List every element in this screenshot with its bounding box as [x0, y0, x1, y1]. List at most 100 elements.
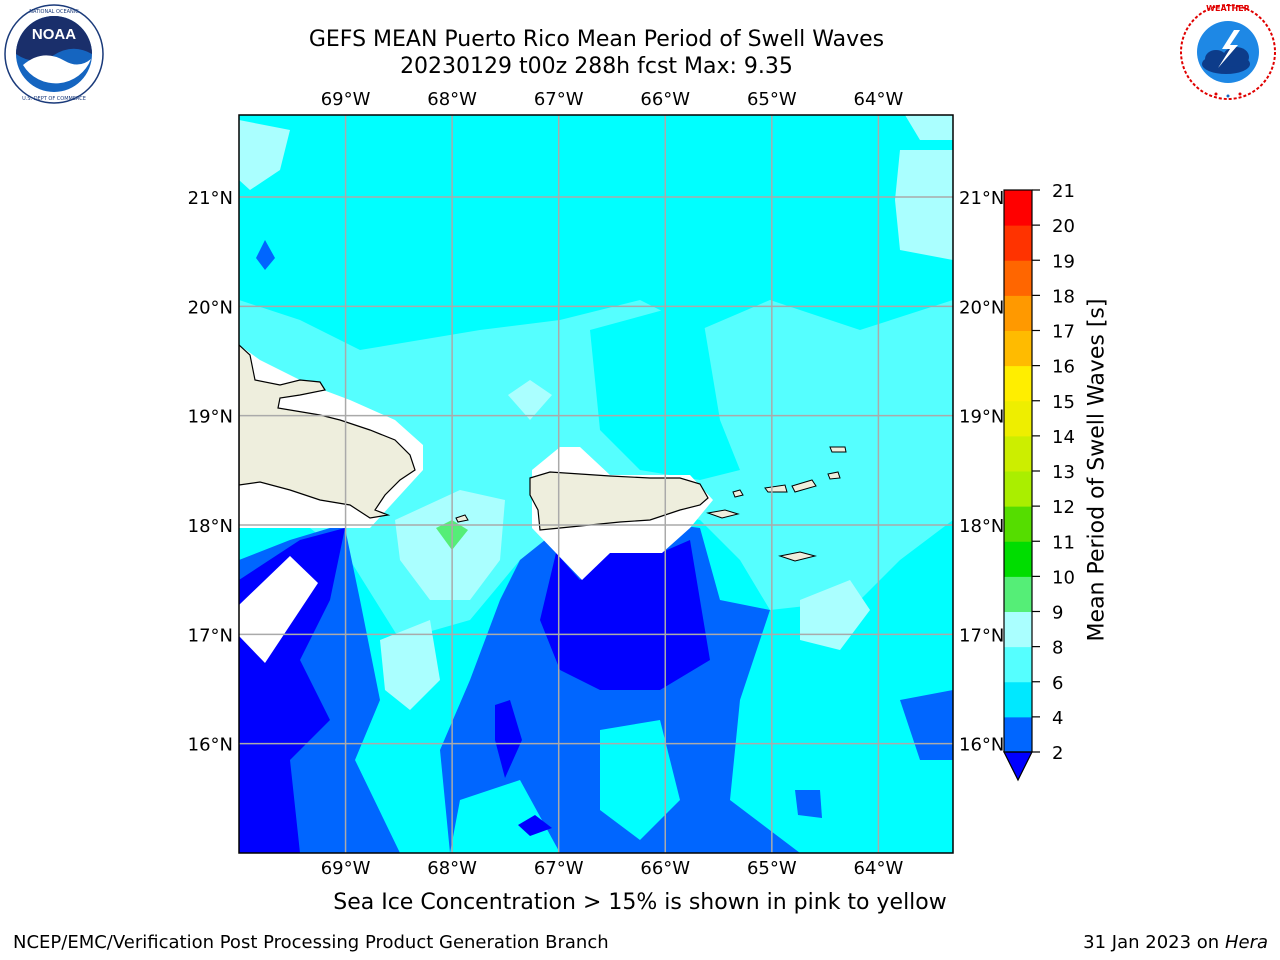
- colorbar-band: [1004, 506, 1032, 542]
- colorbar-band: [1004, 190, 1032, 226]
- colorbar-band: [1004, 576, 1032, 612]
- band-2-4-patch: [795, 790, 822, 818]
- virgin-gorda-island: [827, 471, 841, 480]
- lon-label-top: 69°W: [321, 89, 371, 110]
- colorbar-tick-label: 8: [1052, 638, 1063, 659]
- colorbar-tick-label: 2: [1052, 743, 1063, 764]
- band-8-9-b: [895, 150, 953, 260]
- nws-logo: WEATHER: [1180, 4, 1276, 100]
- band-2-4-east: [900, 690, 953, 760]
- lat-label-right: 18°N: [959, 516, 1004, 537]
- st-thomas-island: [764, 484, 788, 493]
- anegada-island: [829, 446, 847, 453]
- colorbar-tick-label: 13: [1052, 462, 1075, 483]
- colorbar-band: [1004, 225, 1032, 261]
- colorbar-tick-label: 20: [1052, 216, 1075, 237]
- colorbar-tick-label: 14: [1052, 427, 1075, 448]
- lat-label-left: 19°N: [188, 407, 233, 428]
- band-under-2-central: [540, 540, 710, 690]
- colorbar-band: [1004, 435, 1032, 472]
- band-under-2-tiny: [518, 815, 552, 836]
- st-croix-island: [778, 551, 817, 562]
- band-8-9-f: [380, 620, 440, 710]
- band-8-9-a: [239, 120, 290, 190]
- noaa-logo-text: NOAA: [32, 26, 76, 43]
- colorbar-band: [1004, 471, 1032, 507]
- colorbar-tick-label: 15: [1052, 392, 1075, 413]
- lon-label-top: 68°W: [427, 89, 477, 110]
- lat-label-right: 17°N: [959, 625, 1004, 646]
- lat-label-left: 21°N: [188, 188, 233, 209]
- colorbar-tick-label: 12: [1052, 497, 1075, 518]
- lat-label-left: 20°N: [188, 297, 233, 318]
- colorbar-band: [1004, 716, 1032, 753]
- graticule: [239, 115, 953, 853]
- lat-label-right: 16°N: [959, 735, 1004, 756]
- culebra-island: [732, 489, 744, 498]
- lon-label-top: 65°W: [747, 89, 797, 110]
- footer-date: 31 Jan 2023 on Hera: [1083, 932, 1268, 953]
- lon-label-top: 67°W: [534, 89, 584, 110]
- lat-label-left: 18°N: [188, 516, 233, 537]
- lon-label-bottom: 64°W: [854, 858, 904, 879]
- missing-area-southwest: [239, 556, 318, 663]
- colorbar-band: [1004, 646, 1032, 683]
- st-john-island: [791, 479, 817, 493]
- mona-island: [455, 514, 469, 523]
- chart-subtitle: 20230129 t00z 288h fcst Max: 9.35: [400, 54, 793, 79]
- lon-label-bottom: 69°W: [321, 858, 371, 879]
- colorbar-label: Mean Period of Swell Waves [s]: [1084, 298, 1110, 642]
- band-8-9-g: [800, 580, 870, 650]
- colorbar-tick-label: 9: [1052, 603, 1063, 624]
- lon-label-bottom: 67°W: [534, 858, 584, 879]
- colorbar-tick-label: 18: [1052, 286, 1075, 307]
- colorbar-tick-label: 17: [1052, 322, 1075, 343]
- colorbar-band: [1004, 681, 1032, 718]
- band-8-9-c: [905, 115, 953, 140]
- lon-label-bottom: 65°W: [747, 858, 797, 879]
- band-2-4-north-spot: [256, 240, 275, 270]
- lat-label-left: 17°N: [188, 625, 233, 646]
- colorbar-under-arrow: [1003, 751, 1033, 782]
- plot-frame: [238, 114, 954, 854]
- colorbar-band: [1004, 541, 1032, 577]
- colorbar-tick-label: 6: [1052, 673, 1063, 694]
- axis-labels: 69°W 69°W 68°W 68°W 67°W 67°W 66°W 66°W 65°W 65°W…: [188, 89, 1005, 879]
- swell-field: [239, 115, 953, 853]
- band-under-2-small: [495, 700, 522, 778]
- colorbar-tick-label: 4: [1052, 708, 1063, 729]
- lon-label-top: 64°W: [854, 89, 904, 110]
- chart-title: GEFS MEAN Puerto Rico Mean Period of Swe…: [308, 27, 885, 52]
- lon-label-top: 66°W: [640, 89, 690, 110]
- colorbar-tick-label: 11: [1052, 532, 1075, 553]
- colorbar-tick-label: 16: [1052, 357, 1075, 378]
- svg-text:NATIONAL OCEANIC: NATIONAL OCEANIC: [29, 9, 79, 15]
- lon-label-bottom: 68°W: [427, 858, 477, 879]
- colorbar-band: [1004, 330, 1032, 367]
- lon-label-bottom: 66°W: [640, 858, 690, 879]
- footer-date-text: 31 Jan 2023 on: [1083, 932, 1225, 953]
- colorbar: 21 20 19 18 17 16 15 14 13 12 11 10 9 8 6 4 2: [1003, 181, 1075, 782]
- colorbar-band: [1004, 400, 1032, 437]
- colorbar-band: [1004, 365, 1032, 402]
- hispaniola-land: [239, 344, 416, 519]
- svg-text:U.S. DEPT OF COMMERCE: U.S. DEPT OF COMMERCE: [22, 96, 86, 102]
- colorbar-band: [1004, 260, 1032, 296]
- lat-label-right: 20°N: [959, 297, 1004, 318]
- band-4-6-north: [239, 115, 953, 350]
- footer-machine: Hera: [1224, 932, 1268, 953]
- noaa-logo: NOAA NATIONAL OCEANIC U.S. DEPT OF COMME…: [4, 4, 104, 104]
- lat-label-right: 21°N: [959, 188, 1004, 209]
- vieques-island: [706, 509, 740, 519]
- svg-text:WEATHER: WEATHER: [1206, 4, 1250, 13]
- lat-label-left: 16°N: [188, 735, 233, 756]
- footer-credit: NCEP/EMC/Verification Post Processing Pr…: [13, 932, 609, 953]
- sea-ice-caption: Sea Ice Concentration > 15% is shown in …: [333, 890, 947, 915]
- puerto-rico-land: [529, 471, 709, 531]
- band-8-9-d: [508, 380, 552, 420]
- colorbar-tick-label: 10: [1052, 567, 1075, 588]
- lat-label-right: 19°N: [959, 407, 1004, 428]
- colorbar-tick-label: 21: [1052, 181, 1075, 202]
- colorbar-band: [1004, 611, 1032, 648]
